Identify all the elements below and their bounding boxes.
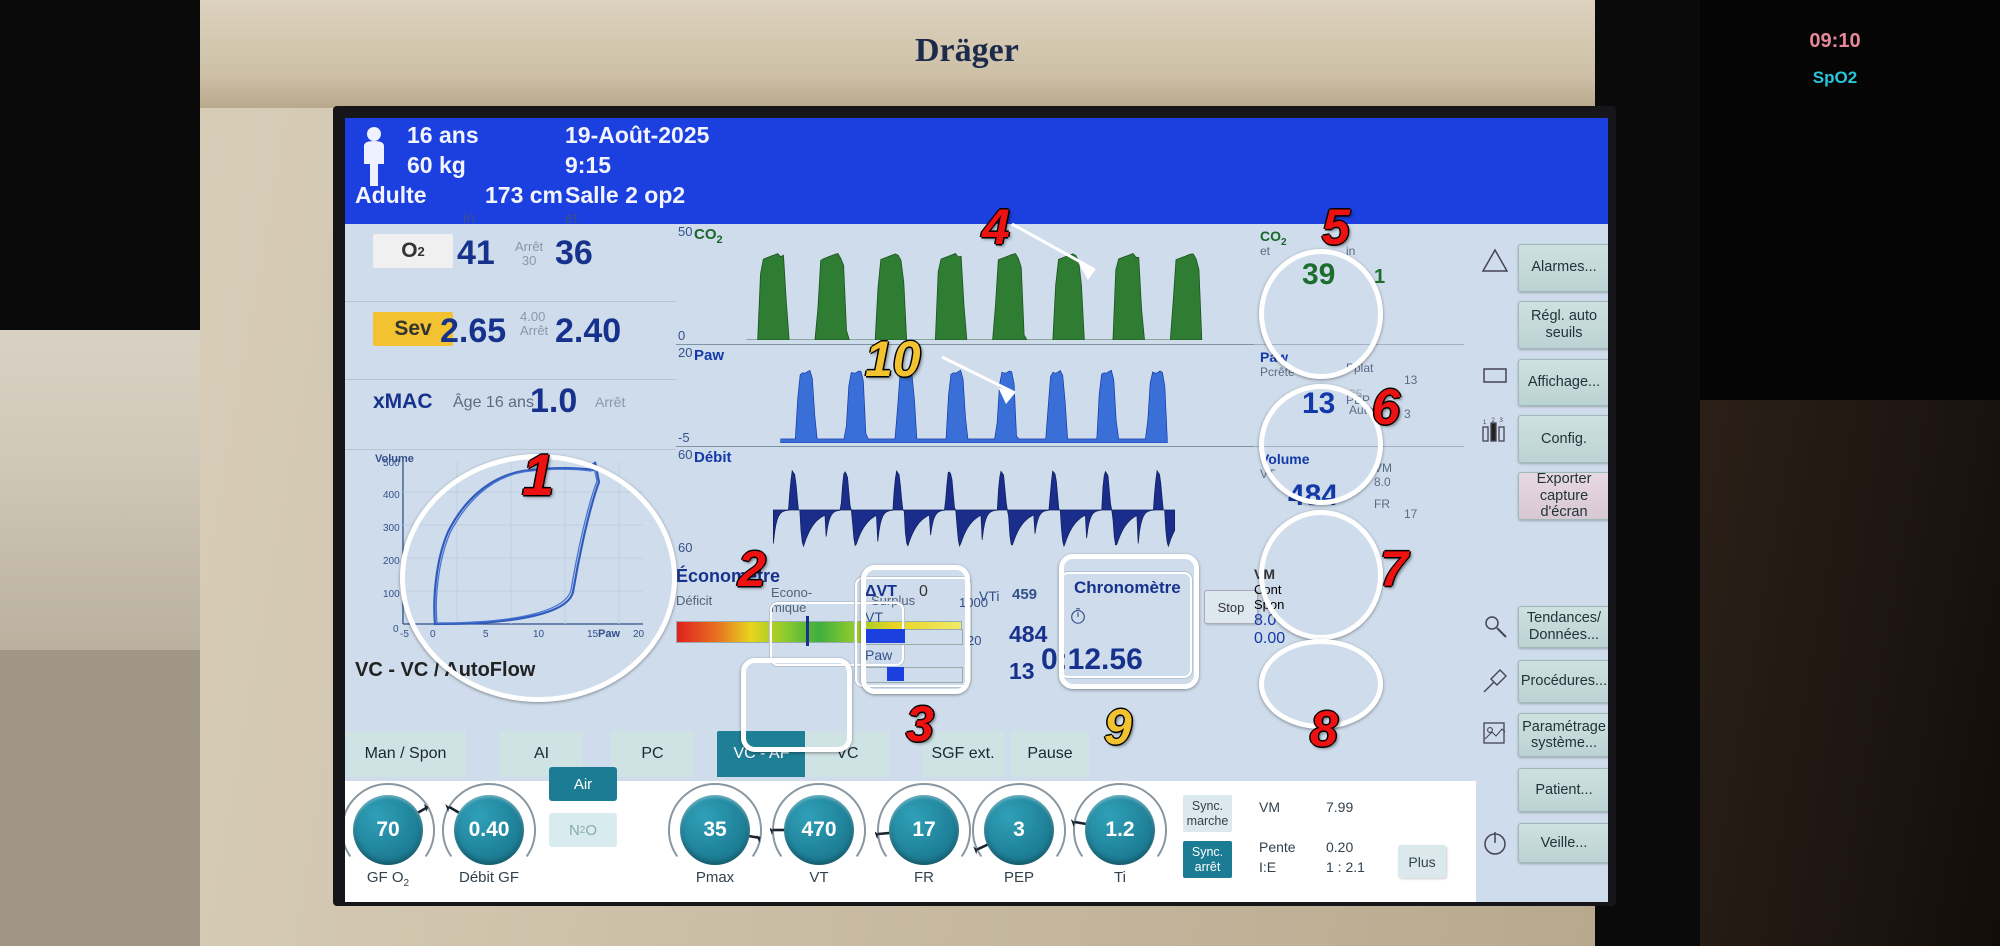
svg-text:500: 500 <box>383 458 400 469</box>
svg-text:15: 15 <box>587 629 599 640</box>
svg-text:5: 5 <box>483 629 489 640</box>
svg-text:300: 300 <box>383 523 400 534</box>
svg-text:400: 400 <box>383 490 400 501</box>
svg-text:1: 1 <box>1483 420 1487 426</box>
svg-text:0: 0 <box>430 629 436 640</box>
svg-text:3: 3 <box>1500 418 1504 424</box>
svg-text:0: 0 <box>393 624 399 635</box>
svg-text:10: 10 <box>533 629 545 640</box>
svg-text:Paw: Paw <box>598 628 620 640</box>
svg-text:-5: -5 <box>400 629 409 640</box>
svg-text:200: 200 <box>383 556 400 567</box>
svg-text:100: 100 <box>383 589 400 600</box>
svg-text:20: 20 <box>633 629 645 640</box>
